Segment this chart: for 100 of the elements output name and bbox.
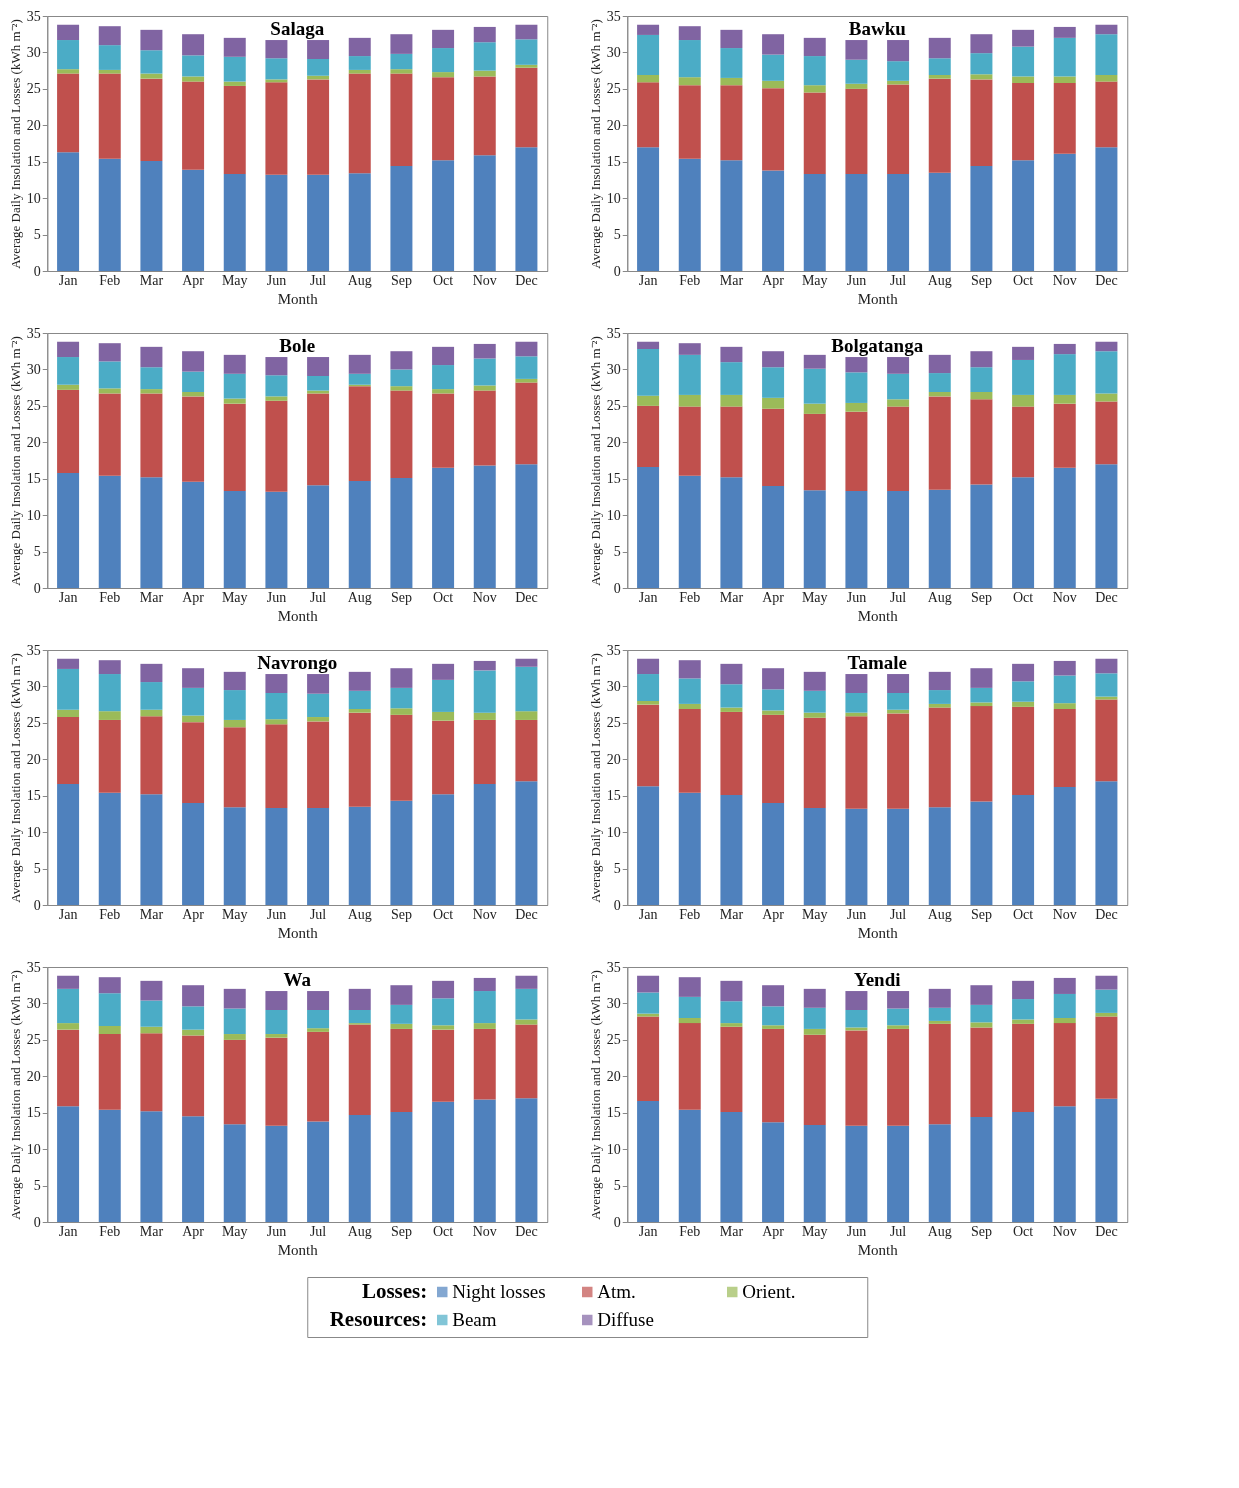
bar <box>928 1023 951 1125</box>
bar <box>57 668 80 710</box>
y-tick-label: 15 <box>606 154 621 170</box>
bar <box>515 666 538 712</box>
bar <box>473 343 496 359</box>
bar <box>473 385 496 391</box>
bar <box>390 800 413 905</box>
bar <box>432 663 455 680</box>
x-tick-label: Oct <box>1012 906 1034 922</box>
y-tick-label: 15 <box>26 154 41 170</box>
bar <box>720 85 743 161</box>
bar <box>1095 393 1118 402</box>
y-tick-label: 5 <box>613 544 621 560</box>
bar <box>762 408 785 486</box>
bar <box>348 690 371 710</box>
bar <box>678 394 701 407</box>
legend-label: Orient. <box>742 1281 796 1302</box>
bar <box>678 1109 701 1222</box>
bar <box>928 1020 951 1024</box>
bar <box>1012 701 1035 707</box>
bar <box>803 413 826 491</box>
bar <box>887 84 910 175</box>
legend-title: Losses: <box>361 1279 428 1303</box>
y-tick-label: 15 <box>606 788 621 804</box>
bar <box>223 1124 246 1222</box>
x-tick-label: Sep <box>970 589 992 605</box>
x-tick-label: Oct <box>1012 272 1034 288</box>
bar <box>678 703 701 710</box>
bar <box>307 1028 330 1032</box>
bar <box>970 34 993 54</box>
chart-title: Salaga <box>270 18 325 39</box>
y-tick-label: 10 <box>26 507 41 523</box>
y-tick-label: 25 <box>606 1032 621 1048</box>
bar <box>1053 709 1076 787</box>
bar <box>390 69 413 74</box>
bar <box>182 169 205 271</box>
bar <box>223 174 246 271</box>
bar <box>1053 403 1076 468</box>
bar <box>970 1022 993 1028</box>
bar <box>637 467 660 588</box>
bar <box>720 684 743 708</box>
bar <box>515 781 538 905</box>
bar <box>1095 401 1118 465</box>
bar <box>970 79 993 167</box>
x-tick-label: Aug <box>927 1223 952 1239</box>
bar <box>57 1106 80 1222</box>
bar <box>307 721 330 809</box>
bar <box>887 1025 910 1029</box>
bar <box>473 390 496 466</box>
bar <box>432 794 455 905</box>
x-tick-label: Apr <box>762 272 785 288</box>
bar <box>1053 343 1076 355</box>
bar <box>348 712 371 807</box>
x-tick-label: Feb <box>99 1223 121 1239</box>
y-tick-label: 35 <box>26 325 41 341</box>
x-tick-label: Jun <box>846 589 867 605</box>
bar <box>432 720 455 795</box>
bar <box>98 1026 121 1035</box>
bar <box>223 56 246 82</box>
bar <box>182 392 205 397</box>
bar <box>678 354 701 395</box>
bar <box>348 709 371 713</box>
bar <box>515 464 538 588</box>
x-tick-label: Mar <box>719 1223 744 1239</box>
bar <box>223 727 246 808</box>
x-tick-label: Dec <box>1095 272 1118 288</box>
x-tick-label: Jul <box>889 1223 907 1239</box>
bar <box>720 477 743 588</box>
bar <box>182 803 205 905</box>
bar <box>140 73 163 79</box>
y-tick-label: 30 <box>26 995 41 1011</box>
bar <box>762 1025 785 1029</box>
y-tick-label: 30 <box>26 678 41 694</box>
x-tick-label: Aug <box>347 589 372 605</box>
x-tick-label: May <box>221 589 248 605</box>
x-tick-label: Jul <box>309 906 327 922</box>
x-tick-label: Apr <box>182 272 205 288</box>
bar <box>473 670 496 713</box>
x-tick-label: May <box>221 906 248 922</box>
bar <box>762 397 785 409</box>
bar <box>678 977 701 997</box>
bar <box>887 674 910 693</box>
bar <box>473 977 496 992</box>
bar <box>515 719 538 782</box>
bar <box>762 1006 785 1026</box>
bar <box>803 368 826 404</box>
bar <box>1012 999 1035 1020</box>
x-tick-label: Jun <box>846 1223 867 1239</box>
y-tick-label: 10 <box>606 1141 621 1157</box>
bar <box>98 393 121 476</box>
bar <box>678 996 701 1018</box>
bar <box>970 53 993 75</box>
bar <box>223 690 246 720</box>
bar <box>1095 781 1118 905</box>
bar <box>970 392 993 400</box>
bar <box>265 79 288 83</box>
bar <box>223 807 246 905</box>
bar <box>762 1028 785 1123</box>
bar <box>1053 37 1076 77</box>
chart-title: Bawku <box>848 18 907 39</box>
